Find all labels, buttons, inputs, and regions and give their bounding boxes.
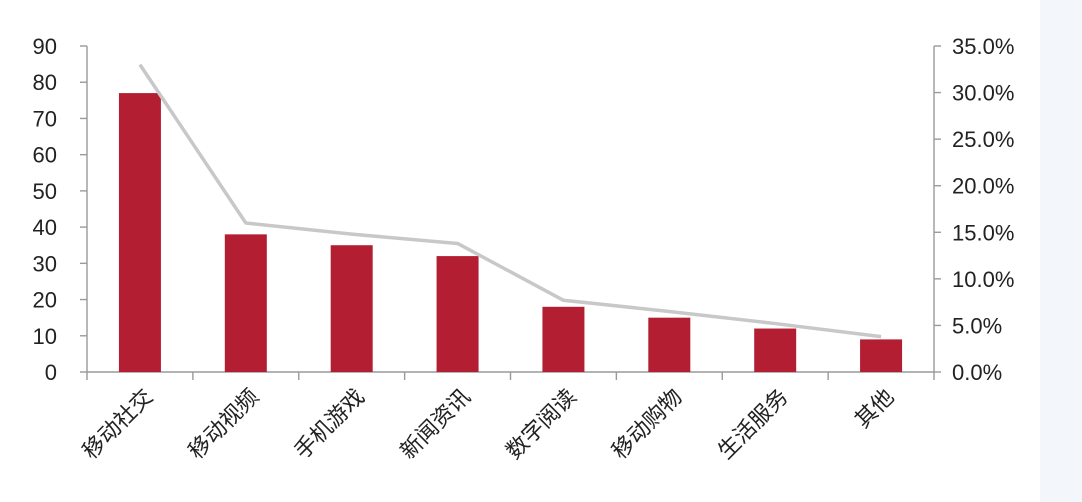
category-label: 移动社交	[78, 385, 158, 465]
right-tick-label: 35.0%	[952, 34, 1014, 59]
left-tick-label: 60	[33, 143, 57, 168]
bar	[754, 328, 797, 372]
share-line-series	[138, 63, 882, 339]
share-line	[138, 63, 882, 339]
bar-series	[118, 93, 903, 372]
chart-container: 0 10 20 30 40 50 60 70 80 90 0.0% 5.0% 10.0% 15.0% 20…	[0, 0, 1040, 502]
bar	[860, 339, 903, 372]
category-label: 数字阅读	[502, 385, 582, 465]
left-tick-label: 10	[33, 324, 57, 349]
right-tick-label: 5.0%	[952, 313, 1002, 338]
bar	[648, 317, 691, 372]
category-labels: 移动社交 移动视频 手机游戏 新闻资讯 数字阅读 移动购物 生活服务 其他	[78, 385, 899, 465]
category-label: 移动视频	[184, 385, 264, 465]
bar	[118, 93, 161, 372]
bar	[436, 256, 479, 372]
left-y-axis: 0 10 20 30 40 50 60 70 80 90	[33, 34, 88, 385]
left-tick-label: 0	[45, 360, 57, 385]
category-label: 手机游戏	[290, 385, 370, 465]
right-tick-label: 0.0%	[952, 360, 1002, 385]
category-label: 生活服务	[714, 385, 794, 465]
bar	[542, 306, 585, 372]
right-tick-label: 20.0%	[952, 174, 1014, 199]
left-tick-label: 70	[33, 106, 57, 131]
left-tick-label: 90	[33, 34, 57, 59]
x-axis	[86, 371, 935, 380]
left-tick-label: 80	[33, 70, 57, 95]
left-tick-label: 50	[33, 179, 57, 204]
bar	[330, 245, 373, 372]
combo-chart: 0 10 20 30 40 50 60 70 80 90 0.0% 5.0% 10.0% 15.0% 20…	[33, 34, 1015, 465]
left-tick-label: 30	[33, 251, 57, 276]
right-tick-label: 25.0%	[952, 127, 1014, 152]
right-y-axis: 0.0% 5.0% 10.0% 15.0% 20.0% 25.0% 30.0% 35.0%	[933, 34, 1014, 385]
right-tick-label: 10.0%	[952, 267, 1014, 292]
right-tick-label: 15.0%	[952, 220, 1014, 245]
left-tick-label: 40	[33, 215, 57, 240]
bar	[224, 234, 267, 372]
right-tick-label: 30.0%	[952, 81, 1014, 106]
left-tick-label: 20	[33, 288, 57, 313]
category-label: 新闻资讯	[396, 385, 476, 465]
category-label: 其他	[851, 385, 900, 434]
category-label: 移动购物	[608, 385, 688, 465]
